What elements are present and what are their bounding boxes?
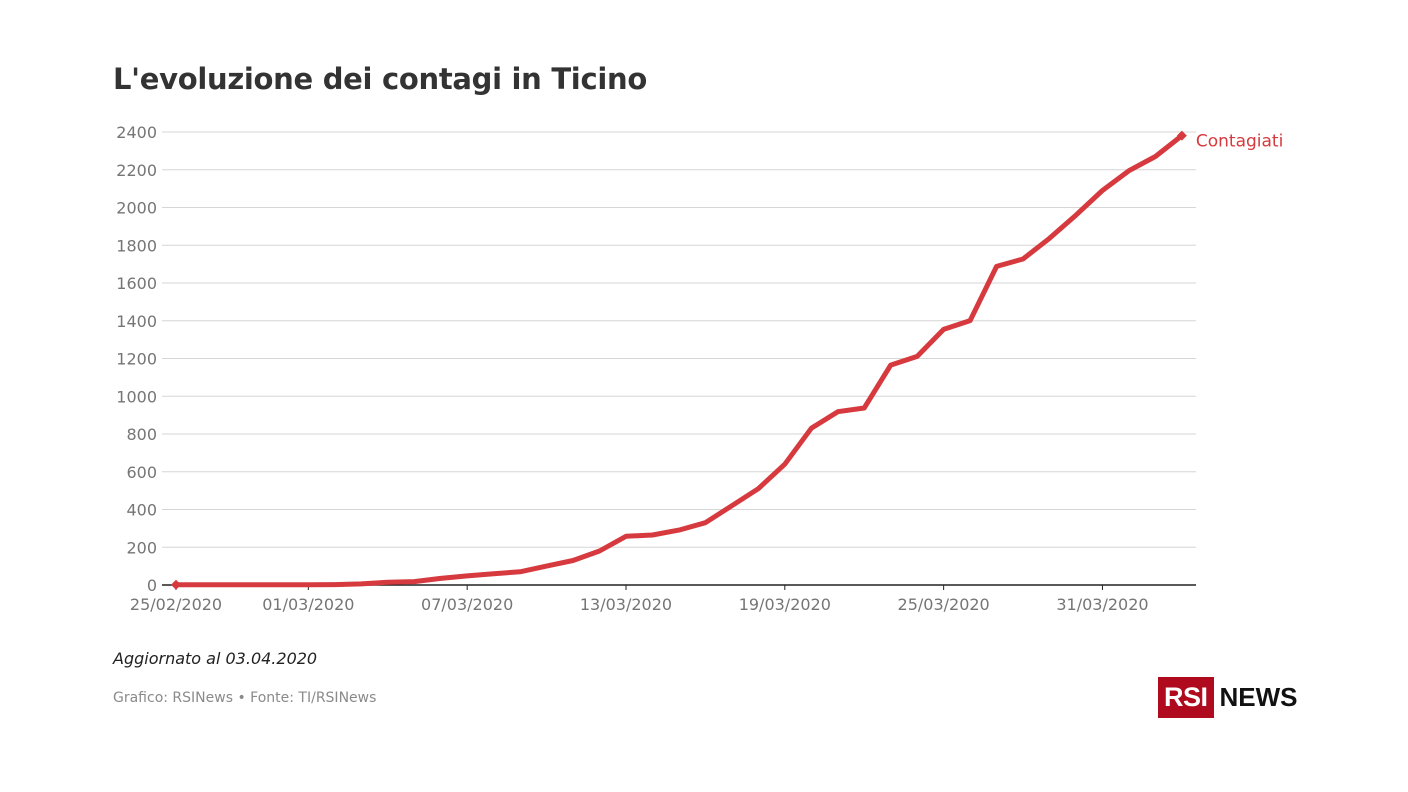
- updated-note: Aggiornato al 03.04.2020: [113, 649, 318, 668]
- data-point: [1153, 154, 1158, 159]
- data-point: [226, 582, 231, 587]
- data-point: [385, 580, 390, 585]
- data-point: [888, 363, 893, 368]
- data-point: [835, 409, 840, 414]
- y-tick-label: 1800: [116, 236, 157, 255]
- data-point: [518, 569, 523, 574]
- y-tick-label: 1600: [116, 274, 157, 293]
- data-point: [1126, 168, 1131, 173]
- x-tick-label: 01/03/2020: [262, 595, 354, 614]
- rsi-news-logo: RSI NEWS: [1158, 677, 1298, 718]
- rsi-logo-box: RSI: [1158, 677, 1214, 718]
- source-note: Grafico: RSINews • Fonte: TI/RSINews: [113, 690, 377, 706]
- y-tick-label: 800: [126, 425, 157, 444]
- data-point: [941, 327, 946, 332]
- data-point: [544, 564, 549, 569]
- y-tick-label: 600: [126, 463, 157, 482]
- data-point: [968, 318, 973, 323]
- y-tick-label: 200: [126, 538, 157, 557]
- data-point: [782, 462, 787, 467]
- data-point: [412, 579, 417, 584]
- y-tick-label: 1400: [116, 312, 157, 331]
- y-tick-label: 1200: [116, 350, 157, 369]
- x-tick-label: 19/03/2020: [739, 595, 831, 614]
- data-point: [438, 576, 443, 581]
- series-line-contagiati: [173, 133, 1185, 588]
- data-point: [279, 582, 284, 587]
- data-point: [1073, 213, 1078, 218]
- news-logo-word: NEWS: [1219, 682, 1298, 712]
- data-point: [1047, 236, 1052, 241]
- data-point: [359, 581, 364, 586]
- data-point: [676, 528, 681, 533]
- y-tick-label: 2400: [116, 123, 157, 142]
- data-point: [809, 426, 814, 431]
- data-point: [862, 405, 867, 410]
- end-marker: [1176, 130, 1187, 141]
- y-tick-label: 400: [126, 501, 157, 520]
- y-tick-label: 2200: [116, 161, 157, 180]
- data-point: [571, 558, 576, 563]
- data-point: [597, 549, 602, 554]
- data-point: [756, 486, 761, 491]
- x-tick-label: 25/03/2020: [898, 595, 990, 614]
- data-point: [253, 582, 258, 587]
- data-point: [491, 571, 496, 576]
- data-point: [915, 354, 920, 359]
- data-point: [650, 532, 655, 537]
- x-tick-label: 25/02/2020: [130, 595, 222, 614]
- y-tick-label: 2000: [116, 199, 157, 218]
- x-tick-label: 07/03/2020: [421, 595, 513, 614]
- x-tick-label: 13/03/2020: [580, 595, 672, 614]
- data-point: [994, 264, 999, 269]
- chart-title: L'evoluzione dei contagi in Ticino: [113, 62, 647, 96]
- data-point: [1100, 188, 1105, 193]
- data-point: [703, 520, 708, 525]
- data-point: [623, 534, 628, 539]
- data-point: [306, 582, 311, 587]
- y-tick-label: 0: [147, 576, 157, 595]
- series-label-contagiati: Contagiati: [1196, 132, 1283, 152]
- data-point: [1021, 257, 1026, 262]
- data-point: [729, 503, 734, 508]
- data-point: [465, 573, 470, 578]
- y-tick-label: 1000: [116, 387, 157, 406]
- x-tick-label: 31/03/2020: [1056, 595, 1148, 614]
- data-point: [332, 582, 337, 587]
- data-point: [200, 582, 205, 587]
- start-marker: [171, 579, 181, 590]
